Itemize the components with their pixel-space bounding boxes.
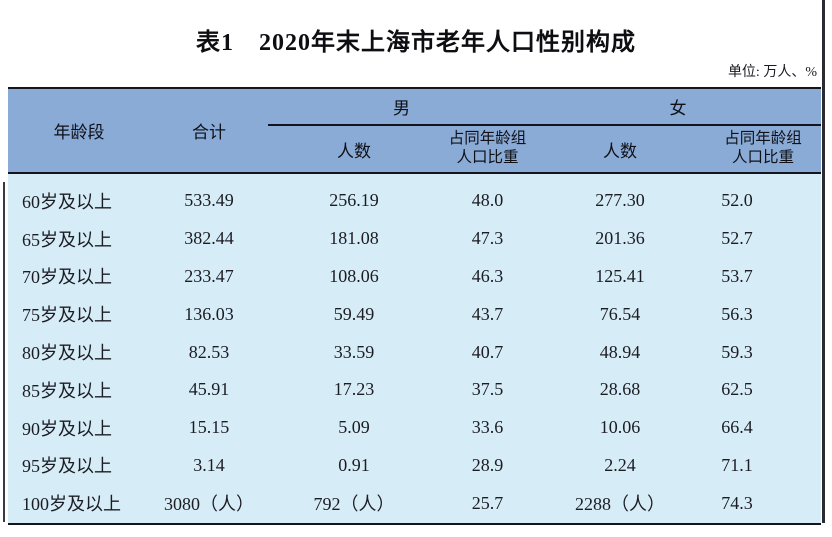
cell-female-share: 59.3 [721,341,753,362]
cell-female-count: 28.68 [599,379,641,400]
table-row: 100岁及以上 3080（人） 792（人） 25.7 2288（人） 74.3 [8,484,821,522]
cell-age: 95岁及以上 [22,456,112,477]
cell-female-count: 2288（人） [575,494,665,515]
cell-male-count: 33.59 [333,341,375,362]
cell-total: 533.49 [184,190,234,211]
header-male-count: 人数 [337,141,371,161]
header-age-group: 年龄段 [53,123,105,142]
cell-age: 100岁及以上 [22,494,121,515]
cell-male-share: 25.7 [471,492,504,513]
cell-age: 60岁及以上 [22,191,112,212]
cell-female-count: 10.06 [599,417,641,438]
table-body: 60岁及以上 533.49 256.19 48.0 277.30 52.0 65… [8,174,821,523]
cell-male-share: 47.3 [471,228,504,249]
cell-total: 233.47 [184,265,234,286]
table-header: 年龄段 合计 男 女 人数 占同年龄组 人口比重 人数 占同年龄组 人口比重 [8,89,821,174]
header-female-count: 人数 [603,141,637,161]
cell-total: 45.91 [188,379,230,400]
cell-female-count: 277.30 [595,190,645,211]
cell-age: 70岁及以上 [22,267,112,288]
table-row: 80岁及以上 82.53 33.59 40.7 48.94 59.3 [8,333,821,371]
cell-female-count: 48.94 [599,341,641,362]
header-female-share: 占同年龄组 人口比重 [705,126,821,172]
cell-age: 65岁及以上 [22,229,112,250]
scan-edge-line-right [822,0,825,523]
header-female-share-line2: 人口比重 [731,149,794,166]
cell-male-share: 43.7 [471,303,504,324]
cell-age: 90岁及以上 [22,418,112,439]
cell-female-share: 52.0 [721,190,753,211]
cell-male-count: 0.91 [338,454,370,475]
cell-female-count: 201.36 [595,228,645,249]
header-male-share: 占同年龄组 人口比重 [440,126,535,172]
table-row: 75岁及以上 136.03 59.49 43.7 76.54 56.3 [8,295,821,333]
cell-male-count: 181.08 [329,228,379,249]
header-male-share-line2: 人口比重 [456,149,519,166]
header-female: 女 [535,89,821,126]
table-row: 65岁及以上 382.44 181.08 47.3 201.36 52.7 [8,220,821,258]
cell-male-share: 48.0 [471,190,504,211]
cell-total: 136.03 [184,303,234,324]
cell-male-count: 108.06 [329,265,379,286]
table-row: 85岁及以上 45.91 17.23 37.5 28.68 62.5 [8,371,821,409]
cell-age: 75岁及以上 [22,305,112,326]
cell-male-count: 256.19 [329,190,379,211]
page-title: 表1 2020年末上海市老年人口性别构成 [196,30,636,56]
cell-female-share: 66.4 [721,417,753,438]
header-male-share-line1: 占同年龄组 [448,130,527,148]
table-row: 70岁及以上 233.47 108.06 46.3 125.41 53.7 [8,258,821,296]
elderly-population-table: 年龄段 合计 男 女 人数 占同年龄组 人口比重 人数 占同年龄组 人口比重 6… [8,87,821,525]
header-total: 合计 [192,123,226,142]
header-male: 男 [268,89,535,126]
cell-female-count: 2.24 [604,454,636,475]
cell-female-share: 56.3 [721,303,753,324]
cell-total: 82.53 [188,341,230,362]
cell-total: 3.14 [193,454,225,475]
unit-note: 单位: 万人、% [727,65,817,80]
cell-male-count: 5.09 [338,417,370,438]
cell-male-count: 59.49 [333,303,375,324]
cell-total: 15.15 [188,417,230,438]
cell-total: 382.44 [184,228,234,249]
cell-male-count: 792（人） [313,494,395,515]
cell-male-share: 37.5 [471,379,504,400]
cell-female-count: 76.54 [599,303,641,324]
cell-male-share: 33.6 [471,417,504,438]
cell-female-share: 62.5 [721,379,753,400]
header-female-share-line1: 占同年龄组 [724,130,802,148]
scan-edge-line-left [3,182,5,522]
cell-female-count: 125.41 [595,265,645,286]
cell-male-share: 28.9 [471,454,504,475]
cell-total: 3080（人） [164,494,254,515]
cell-age: 85岁及以上 [22,380,112,401]
cell-age: 80岁及以上 [22,343,112,364]
table-row: 95岁及以上 3.14 0.91 28.9 2.24 71.1 [8,447,821,485]
cell-male-share: 46.3 [471,265,504,286]
cell-female-share: 52.7 [721,228,753,249]
cell-female-share: 74.3 [721,492,753,513]
table-row: 60岁及以上 533.49 256.19 48.0 277.30 52.0 [8,182,821,220]
cell-female-share: 53.7 [721,265,753,286]
table-row: 90岁及以上 15.15 5.09 33.6 10.06 66.4 [8,409,821,447]
cell-male-share: 40.7 [471,341,504,362]
cell-male-count: 17.23 [333,379,375,400]
cell-female-share: 71.1 [721,454,753,475]
